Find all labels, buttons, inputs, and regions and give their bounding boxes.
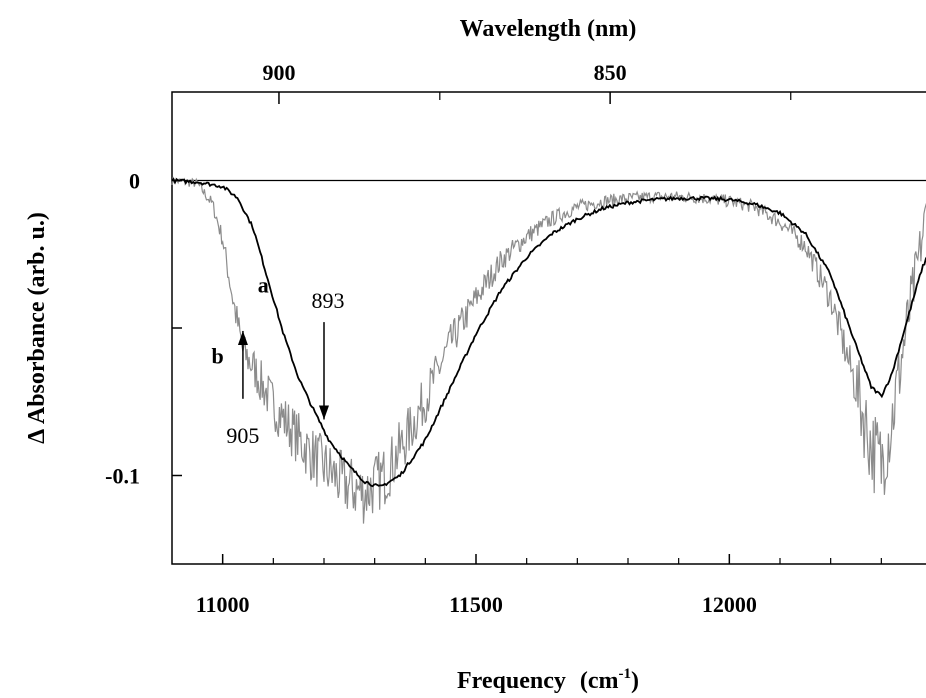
series-b-label: b [211, 343, 223, 368]
arrow-893-head [319, 405, 329, 420]
x-axis-title-name: Frequency [457, 668, 566, 694]
annotation-905: 905 [226, 423, 259, 448]
series-a-label: a [258, 273, 269, 298]
axis-layer: 11000 11500 12000 0 -0.1 900 850 [105, 60, 882, 617]
plot-frame [171, 91, 926, 565]
top-tick-label: 850 [594, 60, 627, 85]
y-tick-label: -0.1 [105, 464, 140, 489]
y-tick-label: 0 [129, 169, 140, 194]
annotation-layer: 905 893 [226, 288, 344, 448]
x-axis-title: Frequency (cm-1) [457, 666, 639, 694]
top-tick-label: 900 [262, 60, 295, 85]
arrow-905-head [237, 330, 248, 345]
series-layer: ba [171, 176, 926, 524]
top-axis-title: Wavelength (nm) [460, 16, 637, 42]
x-tick-label: 11000 [196, 592, 250, 617]
x-tick-label: 11500 [449, 592, 503, 617]
x-axis-unit: (cm [580, 668, 619, 694]
series-b-line [171, 176, 926, 524]
series-a-line [171, 177, 926, 488]
x-axis-unit-close: ) [631, 668, 639, 694]
annotation-893: 893 [312, 288, 345, 313]
y-axis-title: Δ Absorbance (arb. u.) [24, 212, 50, 444]
x-axis-unit-superscript: -1 [619, 666, 632, 682]
x-tick-label: 12000 [702, 592, 757, 617]
